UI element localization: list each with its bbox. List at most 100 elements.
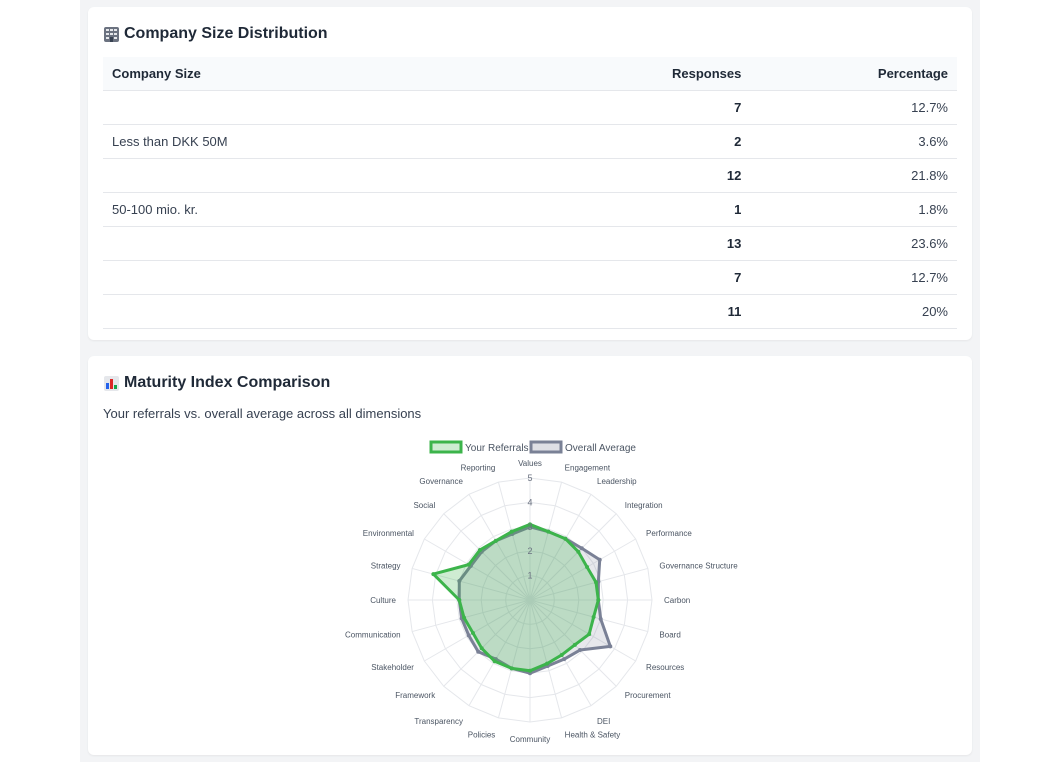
data-point[interactable]: [492, 659, 497, 664]
data-point[interactable]: [476, 649, 481, 654]
column-header-company-size: Company Size: [103, 57, 663, 91]
axis-label: Procurement: [625, 691, 672, 700]
grid-spoke: [529, 494, 592, 601]
column-header-percentage: Percentage: [750, 57, 957, 91]
data-point[interactable]: [470, 630, 475, 635]
cell-percentage: 12.7%: [750, 90, 957, 125]
legend-swatch-your-referrals[interactable]: [429, 440, 463, 454]
grid-spoke: [529, 482, 563, 601]
chart-legend: Your Referrals Overall Average: [429, 440, 636, 454]
data-point[interactable]: [493, 538, 498, 543]
data-point[interactable]: [579, 546, 584, 551]
grid-spoke: [529, 599, 563, 718]
data-point[interactable]: [585, 565, 590, 570]
cell-responses: 2: [663, 124, 751, 159]
axis-label: Board: [659, 631, 680, 640]
data-point[interactable]: [562, 657, 567, 662]
axis-label: Community: [510, 735, 550, 744]
grid-spoke: [529, 599, 617, 687]
grid-spoke: [443, 513, 531, 601]
data-point[interactable]: [457, 598, 462, 602]
table-row: Less than DKK 50M 2 3.6%: [103, 124, 957, 159]
cell-percentage: 21.8%: [750, 158, 957, 193]
data-point[interactable]: [572, 642, 577, 647]
axis-label: Culture: [370, 596, 396, 605]
axis-label: Carbon: [664, 596, 690, 605]
data-point[interactable]: [576, 549, 581, 554]
legend-label-your-referrals[interactable]: Your Referrals: [465, 443, 529, 454]
cell-responses: 13: [663, 226, 751, 261]
maturity-index-title: Maturity Index Comparison: [103, 374, 330, 392]
legend-label-overall-average[interactable]: Overall Average: [565, 443, 636, 454]
grid-spoke: [497, 599, 531, 718]
data-point[interactable]: [509, 529, 514, 534]
axis-label: Stakeholder: [371, 663, 414, 672]
table-header-row: Company Size Responses Percentage: [103, 57, 957, 91]
grid-spoke: [424, 538, 531, 601]
cell-company-size: Less than DKK 50M: [103, 124, 663, 159]
data-point[interactable]: [457, 579, 462, 584]
cell-percentage: 20%: [750, 294, 957, 329]
table-row: 7 12.7%: [103, 90, 957, 125]
grid-spoke: [529, 513, 617, 601]
table-row: 13 23.6%: [103, 226, 957, 261]
data-point[interactable]: [462, 615, 467, 620]
tick-label: 3: [527, 522, 532, 532]
axis-label: Social: [413, 501, 435, 510]
data-point[interactable]: [431, 572, 436, 577]
data-point[interactable]: [466, 562, 471, 567]
tick-label: 4: [527, 497, 532, 507]
table-row: 50-100 mio. kr. 1 1.8%: [103, 192, 957, 227]
table-row: 11 20%: [103, 294, 957, 329]
cell-responses: 7: [663, 260, 751, 295]
company-size-card: Company Size Distribution Company Size R…: [88, 7, 972, 340]
grid-spoke: [468, 494, 531, 601]
data-point[interactable]: [546, 529, 551, 534]
axis-label: Reporting: [461, 464, 496, 473]
data-point[interactable]: [509, 666, 514, 671]
data-point[interactable]: [593, 580, 598, 585]
radar-ticks: 1 2 3 4 5: [527, 473, 532, 581]
data-point[interactable]: [587, 632, 592, 637]
axis-label: Leadership: [597, 477, 637, 486]
data-point[interactable]: [598, 616, 603, 621]
axis-label: Integration: [625, 501, 663, 510]
axis-label: Transparency: [414, 717, 463, 726]
data-point[interactable]: [466, 633, 471, 638]
data-point[interactable]: [528, 668, 532, 673]
cell-percentage: 3.6%: [750, 124, 957, 159]
grid-spoke: [529, 599, 636, 662]
table-row: 12 21.8%: [103, 158, 957, 193]
data-point[interactable]: [545, 661, 550, 666]
data-point[interactable]: [597, 557, 602, 562]
grid-spoke: [443, 599, 531, 687]
company-size-table: Company Size Responses Percentage 7 12.7…: [103, 57, 957, 329]
cell-responses: 11: [663, 294, 751, 329]
series-overall-average: [457, 524, 613, 676]
grid-spoke: [497, 482, 531, 601]
cell-company-size: 50-100 mio. kr.: [103, 192, 663, 227]
radar-grid: [407, 477, 653, 723]
column-header-responses: Responses: [663, 57, 751, 91]
grid-spoke: [529, 538, 636, 601]
data-point[interactable]: [591, 615, 596, 620]
data-point[interactable]: [596, 598, 601, 602]
grid-spoke: [468, 599, 531, 706]
data-point[interactable]: [477, 547, 482, 552]
axis-label: Framework: [395, 691, 436, 700]
legend-swatch-overall-average[interactable]: [529, 440, 563, 454]
cell-responses: 12: [663, 158, 751, 193]
data-point[interactable]: [559, 652, 564, 657]
axis-label: Values: [518, 459, 542, 468]
data-point[interactable]: [479, 646, 484, 651]
data-point[interactable]: [563, 536, 568, 541]
company-size-title-text: Company Size Distribution: [124, 25, 328, 42]
data-point[interactable]: [528, 522, 532, 527]
tick-label: 5: [527, 473, 532, 483]
data-point[interactable]: [608, 644, 613, 649]
cell-responses: 7: [663, 90, 751, 125]
data-point[interactable]: [578, 648, 583, 653]
axis-label: Environmental: [363, 529, 414, 538]
maturity-index-card: Maturity Index Comparison Your referrals…: [88, 356, 972, 755]
grid-spoke: [529, 599, 648, 633]
